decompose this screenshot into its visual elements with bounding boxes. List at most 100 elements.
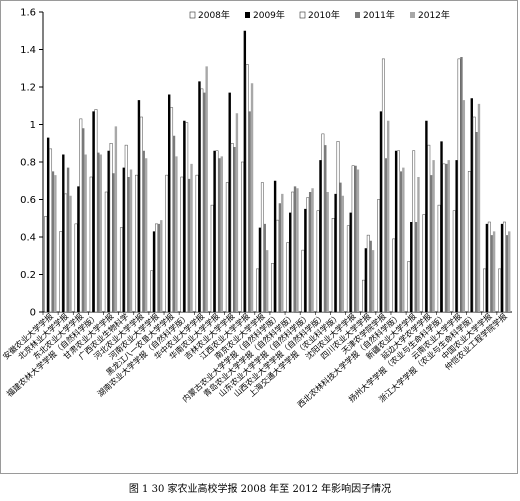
bar bbox=[447, 160, 450, 312]
bar bbox=[281, 193, 284, 312]
bar bbox=[369, 240, 372, 312]
bar bbox=[324, 145, 327, 312]
bar bbox=[185, 122, 189, 313]
y-tick-label: 0.4 bbox=[20, 233, 36, 244]
bar bbox=[326, 192, 329, 312]
bar bbox=[467, 171, 471, 313]
legend-label: 2008年 bbox=[198, 9, 230, 21]
legend-swatch bbox=[299, 11, 306, 19]
y-tick-label: 0 bbox=[30, 308, 36, 319]
bar bbox=[407, 261, 411, 313]
legend-swatch bbox=[355, 12, 360, 18]
bar bbox=[392, 238, 396, 313]
bar bbox=[82, 128, 85, 312]
bar bbox=[152, 231, 156, 312]
bar bbox=[92, 111, 95, 312]
bar bbox=[210, 204, 214, 313]
bar bbox=[54, 175, 57, 312]
bar bbox=[248, 111, 251, 312]
bar bbox=[354, 165, 357, 312]
bar bbox=[321, 133, 325, 313]
bar bbox=[250, 83, 254, 312]
bar bbox=[485, 223, 489, 312]
bar bbox=[490, 235, 493, 312]
bar bbox=[114, 126, 118, 312]
bar bbox=[215, 150, 219, 313]
bar bbox=[64, 193, 68, 313]
bar bbox=[293, 186, 297, 312]
bar bbox=[84, 154, 87, 312]
y-tick-label: 0.6 bbox=[20, 195, 36, 206]
bar bbox=[455, 160, 458, 312]
bar bbox=[218, 158, 221, 312]
bar bbox=[200, 88, 204, 313]
bar bbox=[422, 214, 426, 313]
bar bbox=[233, 147, 236, 312]
legend-label: 2010年 bbox=[308, 9, 340, 21]
bar bbox=[260, 182, 264, 313]
bar bbox=[104, 191, 108, 313]
y-tick-label: 0.8 bbox=[20, 158, 36, 169]
bar bbox=[240, 161, 244, 313]
bar bbox=[286, 242, 290, 313]
bar bbox=[230, 143, 234, 313]
bar bbox=[402, 167, 405, 312]
bar bbox=[505, 235, 509, 312]
bar bbox=[77, 186, 80, 312]
bar bbox=[308, 192, 312, 312]
bar bbox=[155, 223, 158, 313]
bar bbox=[258, 227, 262, 312]
bar bbox=[377, 199, 381, 313]
bar bbox=[475, 132, 478, 312]
bar bbox=[483, 268, 486, 313]
bar bbox=[399, 171, 403, 312]
legend-label: 2009年 bbox=[253, 9, 285, 21]
bar bbox=[477, 103, 481, 312]
bar bbox=[142, 150, 145, 312]
bar bbox=[157, 223, 161, 312]
bar bbox=[190, 163, 193, 312]
bar bbox=[198, 81, 201, 312]
bar bbox=[427, 144, 431, 313]
bar bbox=[289, 212, 292, 312]
bar bbox=[66, 167, 70, 312]
bar bbox=[170, 107, 174, 313]
bar bbox=[160, 220, 163, 312]
y-tick-label: 1.2 bbox=[20, 83, 36, 94]
bar bbox=[175, 156, 178, 312]
bar bbox=[394, 150, 398, 312]
bar bbox=[306, 197, 310, 313]
bar bbox=[167, 94, 171, 312]
bar bbox=[243, 30, 247, 312]
bar bbox=[339, 182, 342, 312]
y-tick-label: 0.2 bbox=[20, 270, 36, 281]
bar bbox=[425, 120, 428, 312]
bar bbox=[273, 180, 277, 312]
bar bbox=[228, 92, 231, 312]
bar bbox=[334, 193, 337, 312]
bar bbox=[127, 177, 130, 312]
bar bbox=[99, 154, 102, 312]
figure-frame bbox=[0, 0, 518, 474]
bar bbox=[172, 135, 176, 312]
bar bbox=[112, 173, 115, 312]
bar bbox=[69, 195, 72, 312]
bar bbox=[296, 188, 299, 312]
bar bbox=[97, 152, 100, 312]
figure-caption: 图 1 30 家农业高校学报 2008 年至 2012 年影响因子情况 bbox=[128, 484, 392, 495]
bar bbox=[432, 160, 435, 312]
legend-swatch bbox=[410, 12, 415, 18]
bar bbox=[364, 248, 368, 312]
bar bbox=[89, 176, 93, 313]
bar bbox=[417, 177, 420, 312]
bar bbox=[498, 268, 502, 313]
bar bbox=[183, 120, 186, 312]
bar bbox=[256, 268, 260, 313]
bar bbox=[271, 263, 275, 313]
bar bbox=[235, 113, 239, 312]
bar bbox=[366, 234, 370, 313]
bar bbox=[139, 116, 143, 313]
legend-label: 2012年 bbox=[418, 9, 450, 21]
bar bbox=[410, 222, 413, 312]
bar bbox=[137, 100, 141, 312]
